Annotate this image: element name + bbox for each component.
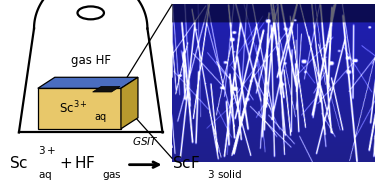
Text: $\mathrm{3}$: $\mathrm{3}$ [207,169,214,181]
Text: gas HF: gas HF [71,54,111,67]
Text: $\mathrm{Sc}$: $\mathrm{Sc}$ [9,155,29,171]
Text: $\mathrm{solid}$: $\mathrm{solid}$ [217,169,242,181]
Text: $+$: $+$ [59,156,72,171]
Text: $\mathrm{HF}$: $\mathrm{HF}$ [74,155,95,171]
Text: $\mathit{GSIT}$: $\mathit{GSIT}$ [132,135,159,147]
Text: $\mathrm{ScF}$: $\mathrm{ScF}$ [172,155,200,171]
Text: $\mathrm{aq}$: $\mathrm{aq}$ [38,171,52,183]
Polygon shape [38,77,138,88]
Text: $\mathrm{gas}$: $\mathrm{gas}$ [102,171,122,183]
Text: $\mathrm{3+}$: $\mathrm{3+}$ [38,144,56,156]
Text: $\mathregular{aq}$: $\mathregular{aq}$ [94,112,108,124]
Polygon shape [38,88,121,129]
Polygon shape [93,86,120,92]
Text: $\mathregular{Sc}^{3+}$: $\mathregular{Sc}^{3+}$ [59,99,87,116]
Polygon shape [121,77,138,129]
